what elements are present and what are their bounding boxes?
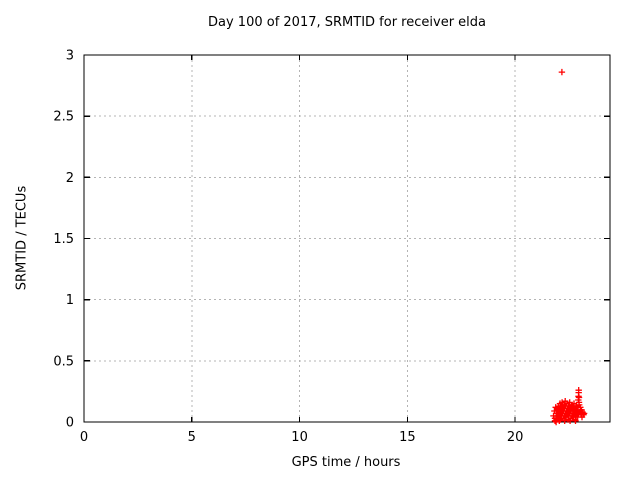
y-tick-label: 3 <box>66 49 74 64</box>
x-tick-label: 10 <box>291 430 308 445</box>
x-tick-label: 5 <box>188 430 196 445</box>
x-axis-label: GPS time / hours <box>291 455 401 470</box>
chart-title: Day 100 of 2017, SRMTID for receiver eld… <box>208 15 486 30</box>
data-points <box>550 68 588 426</box>
y-tick-label: 1 <box>66 293 74 308</box>
x-tick-label: 20 <box>507 430 524 445</box>
y-tick-label: 0 <box>66 416 74 431</box>
y-tick-label: 0.5 <box>53 354 74 369</box>
y-tick-label: 1.5 <box>53 232 74 247</box>
x-tick-label: 0 <box>80 430 88 445</box>
x-tick-label: 15 <box>399 430 416 445</box>
plot-border <box>83 54 611 423</box>
y-tick-label: 2.5 <box>53 110 74 125</box>
y-tick-label: 2 <box>66 171 74 186</box>
